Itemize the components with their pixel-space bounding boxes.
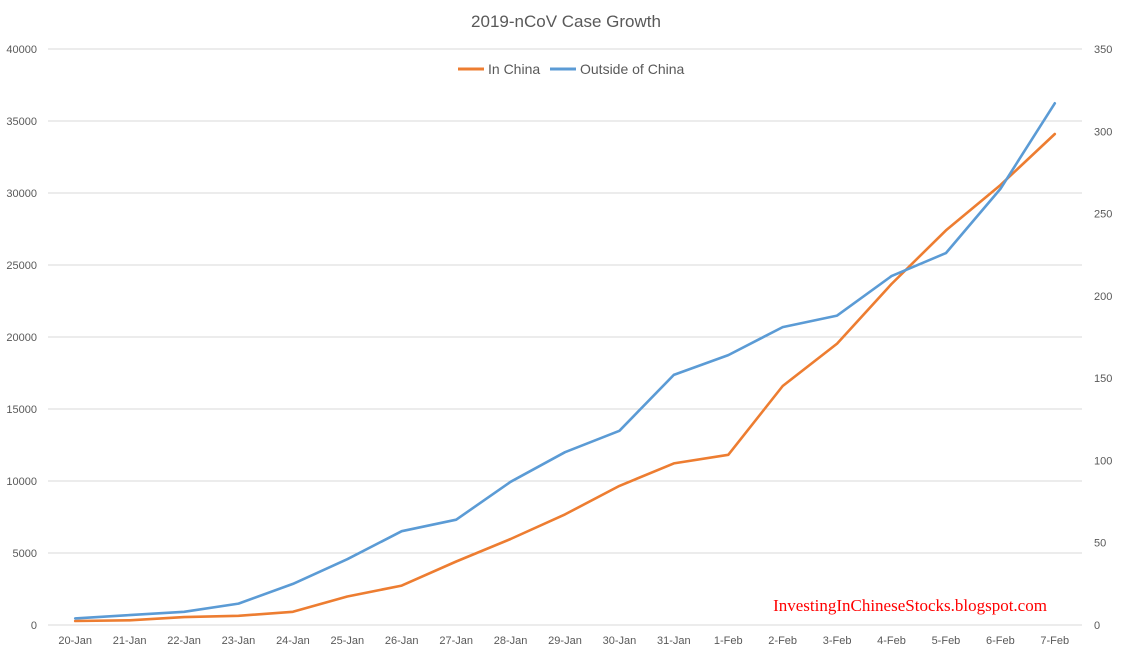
gridlines — [48, 48, 1082, 626]
left-axis-tick-label: 40000 — [6, 44, 37, 56]
right-axis-tick-label: 300 — [1094, 126, 1112, 138]
x-axis-tick-label: 21-Jan — [113, 635, 147, 647]
series-line-in-china — [73, 132, 1057, 623]
left-axis-tick-label: 5000 — [13, 548, 37, 560]
x-axis-tick-label: 23-Jan — [222, 635, 256, 647]
x-axis-tick-label: 24-Jan — [276, 635, 310, 647]
x-axis-ticks: 20-Jan 21-Jan 22-Jan 23-Jan 24-Jan 25-Jan 26-J… — [58, 635, 1069, 647]
x-axis-tick-label: 5-Feb — [932, 635, 961, 647]
left-axis-ticks: 0 5000 10000 15000 20000 25000 30000 35000 40000 — [6, 44, 37, 632]
x-axis-tick-label: 4-Feb — [877, 635, 906, 647]
series-line-outside-china — [73, 102, 1057, 620]
right-axis-tick-label: 100 — [1094, 455, 1112, 467]
left-axis-tick-label: 20000 — [6, 332, 37, 344]
x-axis-tick-label: 28-Jan — [494, 635, 528, 647]
series-lines — [73, 102, 1057, 623]
x-axis-tick-label: 3-Feb — [823, 635, 852, 647]
blog-watermark: InvestingInChineseStocks.blogspot.com — [773, 596, 1047, 615]
x-axis-tick-label: 1-Feb — [714, 635, 743, 647]
right-axis-tick-label: 350 — [1094, 44, 1112, 56]
right-axis-tick-label: 200 — [1094, 291, 1112, 303]
x-axis-tick-label: 31-Jan — [657, 635, 691, 647]
x-axis-tick-label: 2-Feb — [768, 635, 797, 647]
right-axis-ticks: 0 50 100 150 200 250 300 350 — [1094, 44, 1112, 632]
left-axis-tick-label: 0 — [31, 620, 37, 632]
legend-label-outside-china: Outside of China — [580, 61, 684, 77]
x-axis-tick-label: 7-Feb — [1040, 635, 1069, 647]
right-axis-tick-label: 250 — [1094, 209, 1112, 221]
right-axis-tick-label: 150 — [1094, 373, 1112, 385]
left-axis-tick-label: 15000 — [6, 404, 37, 416]
x-axis-tick-label: 27-Jan — [439, 635, 473, 647]
right-axis-tick-label: 0 — [1094, 620, 1100, 632]
left-axis-tick-label: 35000 — [6, 116, 37, 128]
left-axis-tick-label: 30000 — [6, 188, 37, 200]
left-axis-tick-label: 10000 — [6, 476, 37, 488]
left-axis-tick-label: 25000 — [6, 260, 37, 272]
legend-label-in-china: In China — [488, 61, 540, 77]
x-axis-tick-label: 30-Jan — [603, 635, 637, 647]
x-axis-tick-label: 26-Jan — [385, 635, 419, 647]
x-axis-tick-label: 29-Jan — [548, 635, 582, 647]
x-axis-tick-label: 22-Jan — [167, 635, 201, 647]
right-axis-tick-label: 50 — [1094, 538, 1106, 550]
x-axis-tick-label: 25-Jan — [330, 635, 364, 647]
x-axis-tick-label: 20-Jan — [58, 635, 92, 647]
chart-title: 2019-nCoV Case Growth — [471, 12, 661, 31]
legend: In China Outside of China — [458, 61, 684, 77]
x-axis-tick-label: 6-Feb — [986, 635, 1015, 647]
